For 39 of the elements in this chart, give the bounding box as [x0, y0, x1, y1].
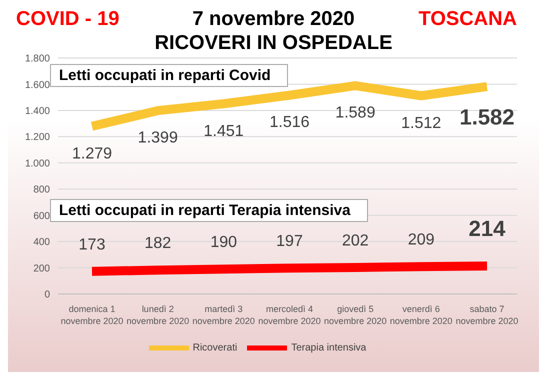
data-label: 182	[144, 235, 172, 252]
x-tick-label: sabato 7 novembre 2020	[456, 304, 518, 326]
annotation: Letti occupati in reparti Terapia intensiva	[50, 199, 368, 222]
data-label: 1.399	[138, 130, 178, 147]
y-tick-label: 200	[33, 263, 50, 274]
y-tick-label: 1.400	[24, 106, 50, 117]
x-tick-label: venerdì 6 novembre 2020	[390, 304, 452, 326]
y-tick-label: 1.800	[24, 54, 50, 65]
data-label: 1.589	[335, 104, 376, 122]
data-label: 173	[78, 236, 106, 254]
x-tick-label: giovedì 5 novembre 2020	[324, 304, 387, 326]
data-label: 209	[408, 232, 435, 249]
x-tick-label: domenica 1 novembre 2020	[60, 304, 124, 326]
y-tick-label: 800	[33, 184, 50, 196]
data-label: 1.582	[459, 104, 515, 130]
text: TOSCANA	[418, 8, 517, 31]
data-label: 1.451	[204, 122, 244, 140]
y-tick-label: 1.000	[24, 158, 50, 170]
data-label: 214	[468, 216, 506, 241]
chart-subtitle: RICOVERI IN OSPEDALE	[154, 32, 394, 55]
x-tick-label: lunedì 2 novembre 2020	[126, 304, 190, 326]
y-tick-label: 0	[44, 290, 50, 301]
data-label: 202	[342, 232, 369, 250]
data-label: 190	[210, 234, 238, 252]
y-tick-label: 600	[33, 210, 50, 222]
legend-label: Ricoverati	[192, 342, 238, 354]
data-label: 197	[276, 233, 303, 250]
data-label: 1.512	[401, 114, 442, 132]
data-label: 1.279	[72, 145, 112, 162]
x-tick-label: martedì 3 novembre 2020	[192, 304, 255, 326]
legend-label: Terapia intensiva	[291, 342, 366, 354]
annotation: Letti occupati in reparti Covid	[50, 64, 288, 87]
chart-title: 7 novembre 2020	[192, 8, 355, 30]
text: COVID - 19	[16, 8, 120, 31]
y-tick-label: 1.600	[24, 80, 50, 91]
y-tick-label: 1.200	[24, 132, 50, 144]
x-tick-label: mercoledì 4 novembre 2020	[258, 304, 321, 326]
y-tick-label: 400	[33, 237, 50, 248]
data-label: 1.516	[269, 114, 310, 132]
